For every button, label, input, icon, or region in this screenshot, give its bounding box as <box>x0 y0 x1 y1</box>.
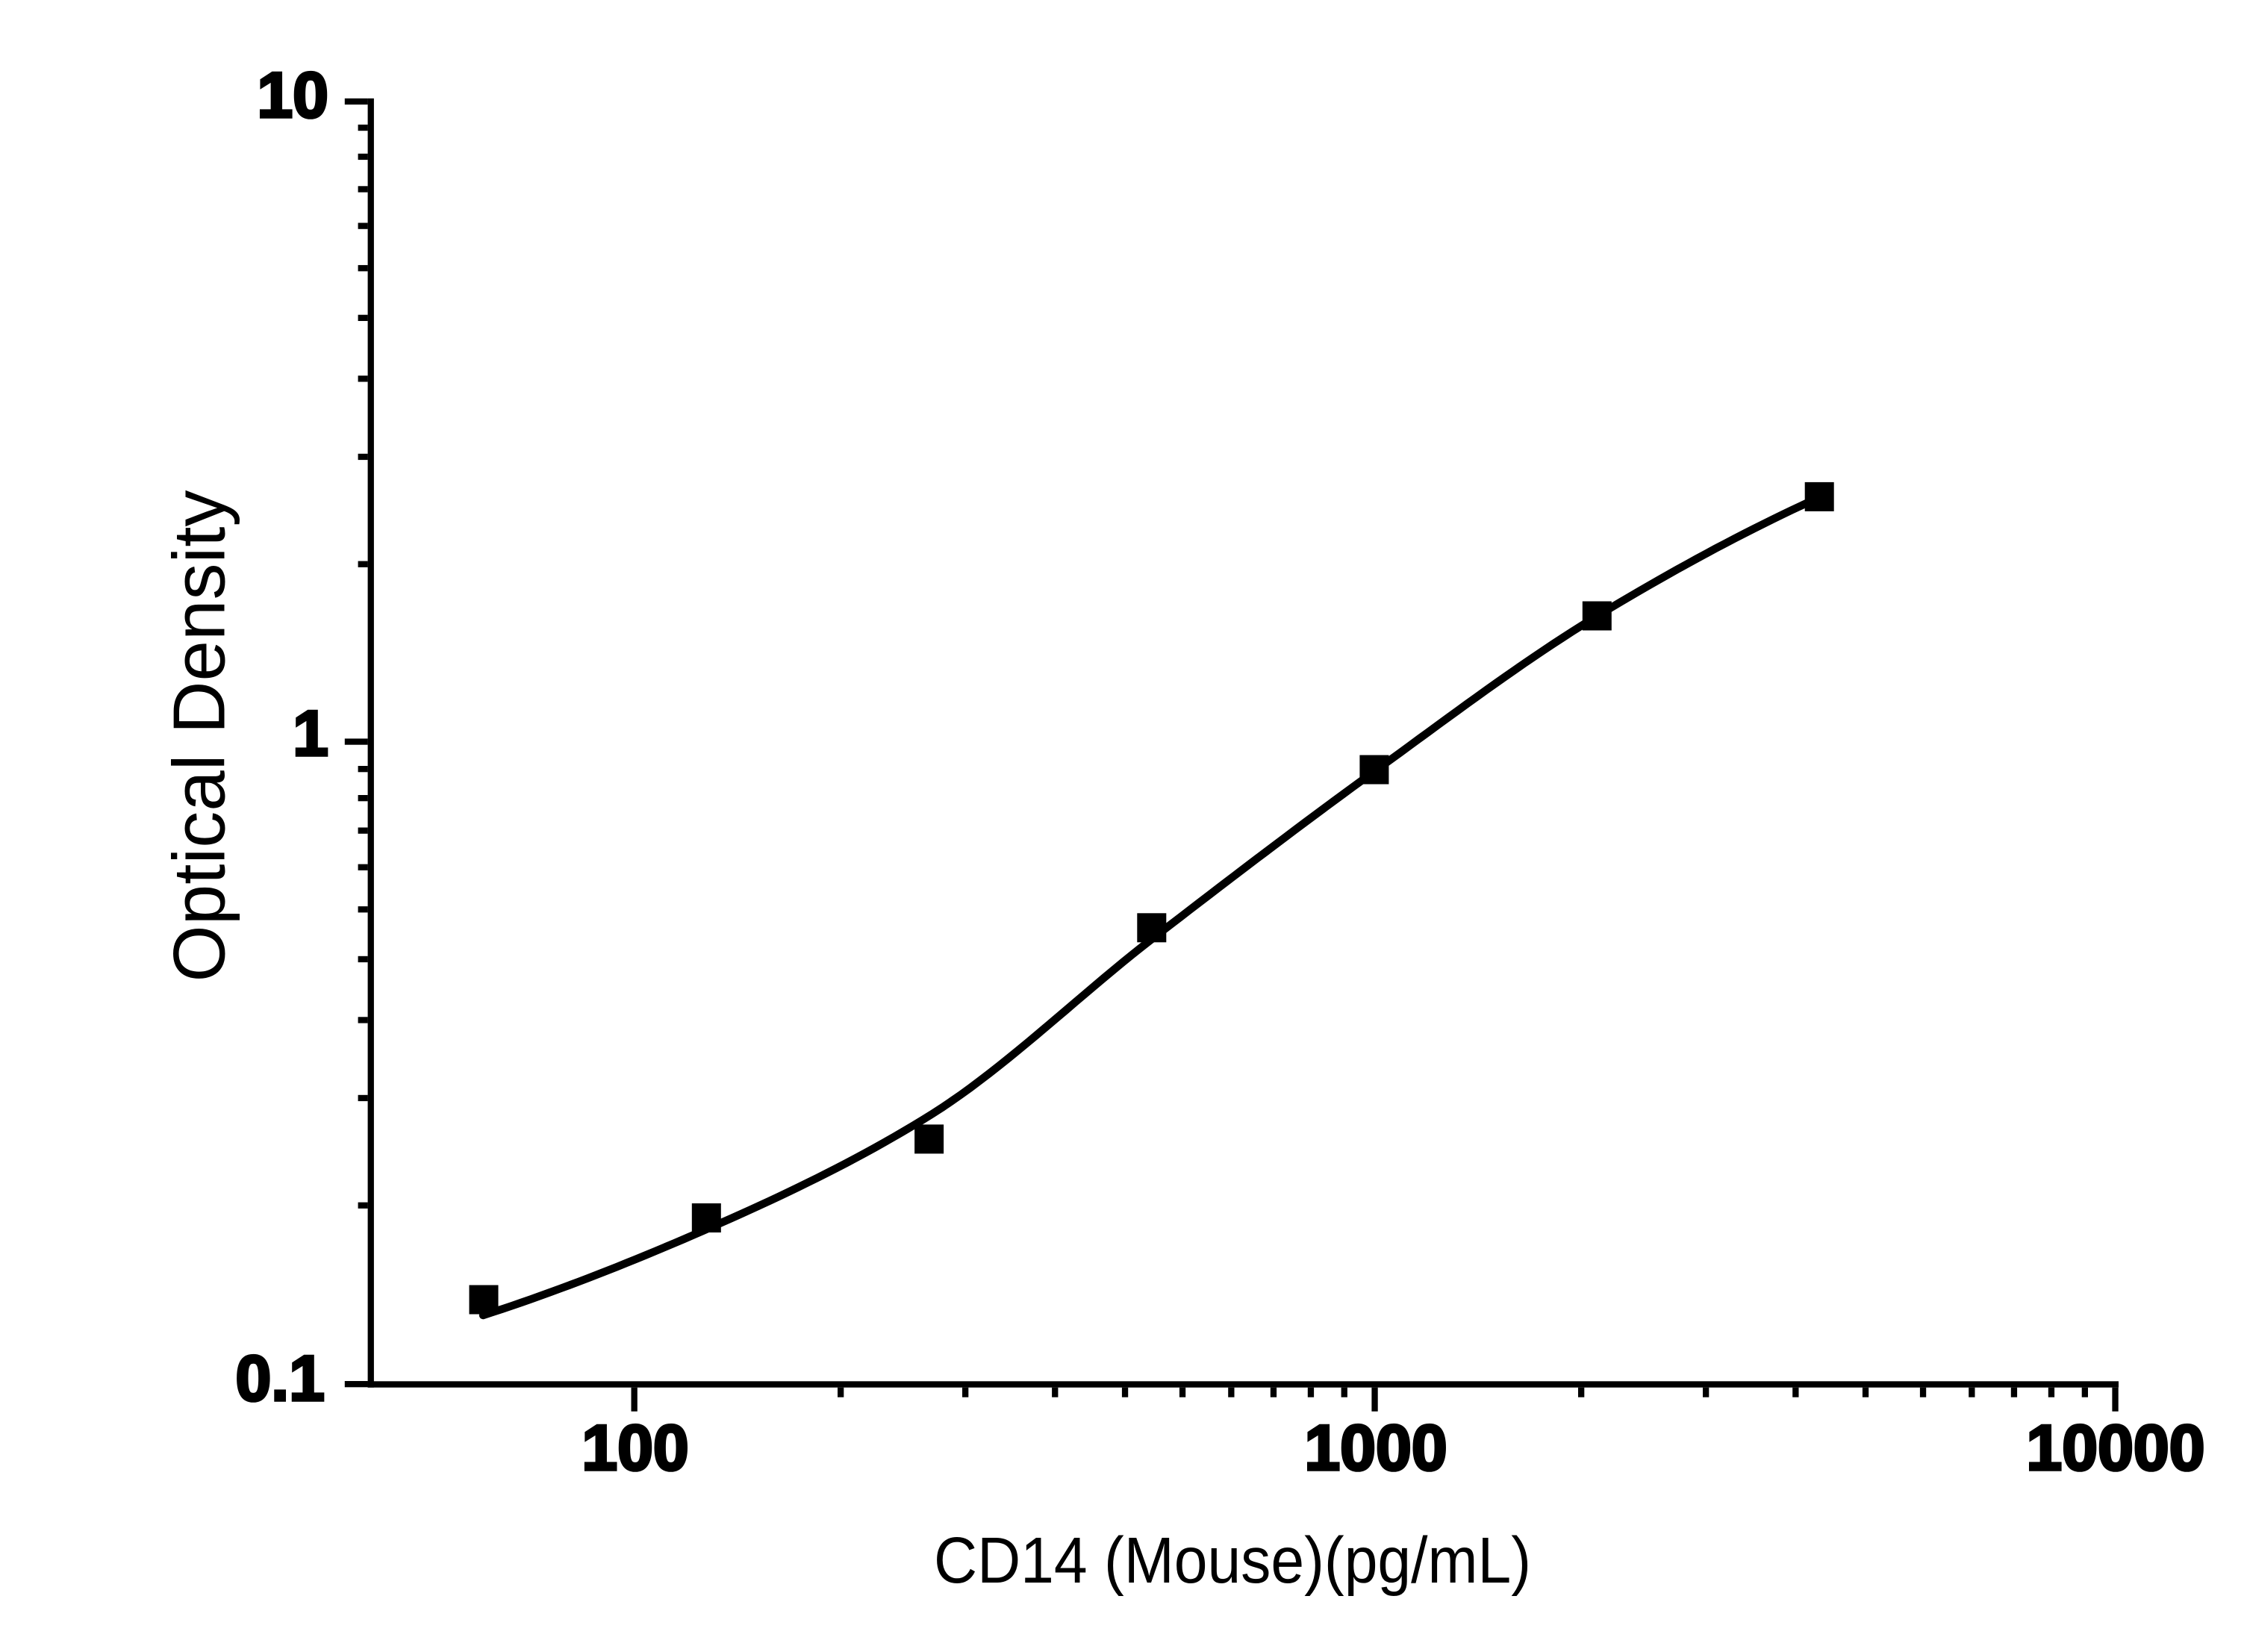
svg-text:100: 100 <box>582 1412 689 1484</box>
svg-text:1: 1 <box>293 698 328 770</box>
svg-text:10: 10 <box>257 60 328 131</box>
svg-text:Optical Density: Optical Density <box>158 490 240 982</box>
svg-text:CD14 (Mouse)(pg/mL): CD14 (Mouse)(pg/mL) <box>934 1524 1531 1597</box>
svg-text:0.1: 0.1 <box>235 1343 325 1415</box>
svg-text:10000: 10000 <box>2026 1412 2204 1484</box>
svg-text:1000: 1000 <box>1304 1412 1447 1484</box>
